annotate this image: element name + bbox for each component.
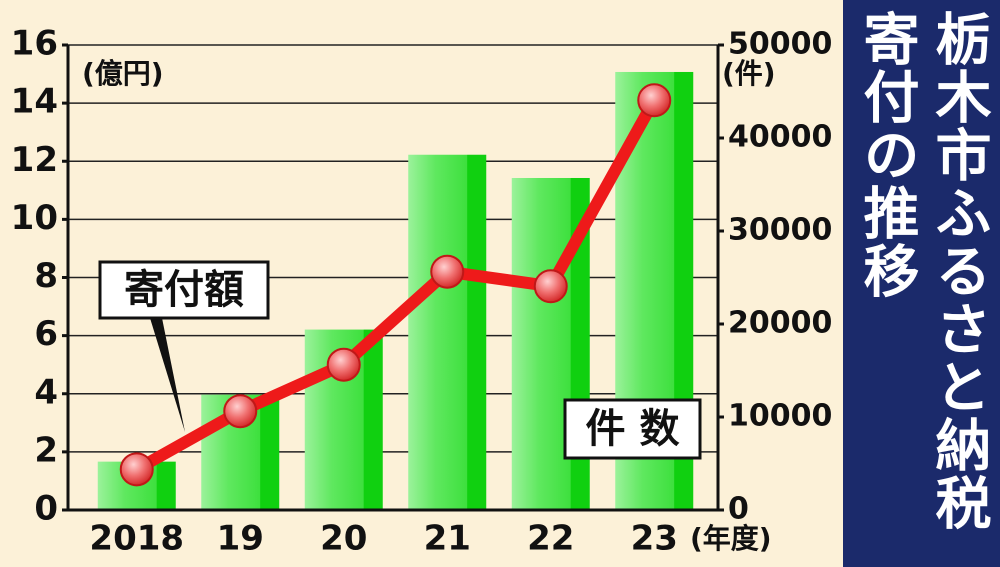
y-axis-label: (億円) bbox=[82, 57, 164, 90]
line-marker bbox=[223, 394, 258, 429]
chart-title: 栃木市ふるさと納税寄付の推移 bbox=[854, 10, 991, 532]
y2-tick-label: 50000 bbox=[728, 27, 832, 62]
x-tick-label: 20 bbox=[320, 519, 367, 559]
y-tick-label: 6 bbox=[34, 314, 58, 354]
line-marker bbox=[637, 83, 672, 118]
x-tick-label: 2018 bbox=[89, 519, 184, 559]
bar bbox=[408, 154, 487, 511]
legend-label: 寄付額 bbox=[124, 267, 244, 313]
y-tick-label: 4 bbox=[34, 372, 58, 412]
line-marker bbox=[430, 254, 465, 289]
line-marker bbox=[533, 269, 568, 304]
y-tick-label: 8 bbox=[34, 256, 58, 296]
x-tick-label: 22 bbox=[527, 519, 574, 559]
y-tick-label: 14 bbox=[11, 82, 58, 122]
line-marker bbox=[326, 347, 361, 382]
x-tick-label: 21 bbox=[424, 519, 471, 559]
callout-box bbox=[98, 260, 270, 320]
y-tick-label: 12 bbox=[11, 140, 58, 180]
callout-pointer bbox=[150, 318, 185, 432]
y2-tick-label: 20000 bbox=[728, 306, 832, 341]
line bbox=[133, 97, 660, 475]
x-tick-label: 23 bbox=[631, 519, 678, 559]
y2-tick-label: 10000 bbox=[728, 399, 832, 434]
y-tick-label: 10 bbox=[11, 198, 58, 238]
x-tick-label: 19 bbox=[217, 519, 264, 559]
line-marker bbox=[119, 452, 154, 487]
chart: (億円) (件) 0 2 4 6 8 10 12 14 16 0 10000 20000 30000 40… bbox=[11, 24, 833, 559]
x-axis-label: (年度) bbox=[690, 522, 772, 555]
y2-tick-label: 40000 bbox=[728, 120, 832, 155]
y2-tick-label: 0 bbox=[728, 492, 749, 527]
y-tick-label: 0 bbox=[34, 489, 58, 529]
y2-axis-label: (件) bbox=[722, 57, 776, 90]
title-panel: 栃木市ふるさと納税寄付の推移 bbox=[843, 0, 1000, 567]
y2-tick-label: 30000 bbox=[728, 213, 832, 248]
y-tick-label: 16 bbox=[11, 24, 58, 64]
callout-box bbox=[563, 398, 702, 460]
legend-label: 件 数 bbox=[586, 406, 680, 452]
y-tick-label: 2 bbox=[34, 430, 58, 470]
